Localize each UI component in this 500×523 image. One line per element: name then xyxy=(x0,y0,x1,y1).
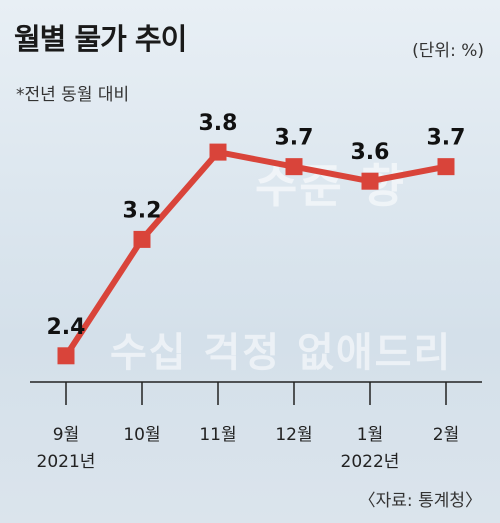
data-value-label: 3.7 xyxy=(275,126,314,151)
data-point-marker xyxy=(57,347,75,365)
source-note: 〈자료: 통계청〉 xyxy=(358,491,482,511)
x-year-label: 2021년 xyxy=(37,452,96,472)
data-point-marker xyxy=(285,158,303,176)
unit-label: (단위: %) xyxy=(412,41,484,61)
x-tick-label: 11월 xyxy=(199,425,236,445)
chart-title: 월별 물가 추이 xyxy=(14,22,187,56)
data-point-marker xyxy=(133,230,151,248)
data-value-label: 2.4 xyxy=(47,315,86,340)
data-points xyxy=(57,143,455,365)
x-year-label: 2022년 xyxy=(341,452,400,472)
data-value-label: 3.6 xyxy=(351,140,390,165)
data-point-marker xyxy=(209,143,227,161)
x-tick-label: 12월 xyxy=(275,425,312,445)
x-tick-label: 10월 xyxy=(123,425,160,445)
data-point-marker xyxy=(361,172,379,190)
x-tick-label: 1월 xyxy=(357,425,383,445)
chart-subtitle: *전년 동월 대비 xyxy=(16,85,130,105)
background-watermark-text: 수준 향 xyxy=(255,159,406,213)
data-value-label: 3.8 xyxy=(199,111,238,136)
data-value-label: 3.7 xyxy=(427,126,466,151)
background-watermark-text: 수십 걱정 없애드리 xyxy=(110,330,453,376)
x-tick-label: 2월 xyxy=(433,425,459,445)
value-labels: 2.4 3.2 3.8 3.7 3.6 3.7 xyxy=(47,111,466,340)
data-value-label: 3.2 xyxy=(123,198,162,223)
series-line xyxy=(63,149,449,359)
x-axis: 9월 2021년 10월 11월 12월 1월 2022년 2월 xyxy=(30,381,482,472)
x-tick-label: 9월 xyxy=(53,425,79,445)
data-point-marker xyxy=(437,158,455,176)
